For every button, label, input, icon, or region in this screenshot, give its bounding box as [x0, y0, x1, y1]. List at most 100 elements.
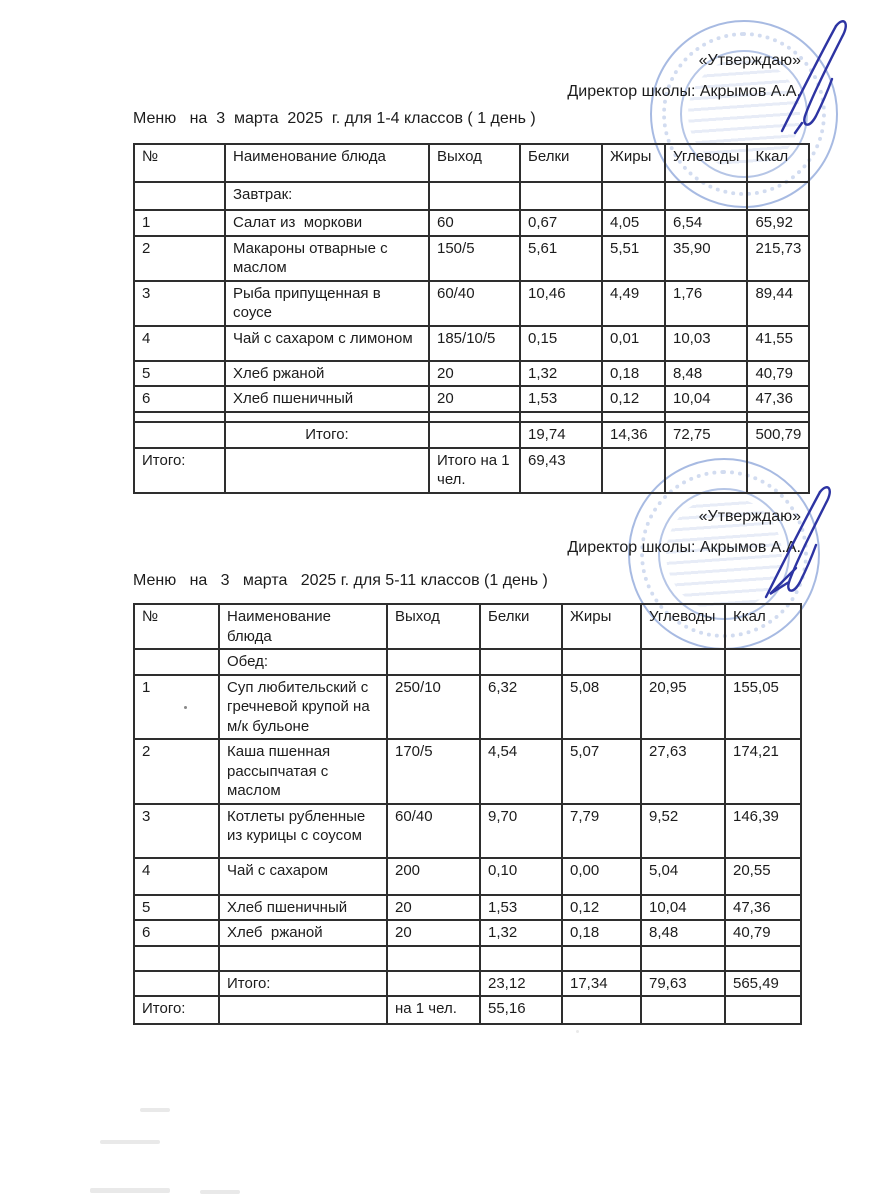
table-cell	[724, 995, 802, 1025]
table-cell: 60/40	[386, 802, 481, 859]
table-cell	[601, 410, 666, 423]
table-cell: Хлеб пшеничный	[218, 893, 388, 921]
table-cell: 0,12	[601, 385, 666, 413]
table-cell: 0,01	[601, 324, 666, 362]
table-row	[133, 944, 802, 972]
table-row: 4 Чай с сахаром 200 0,10 0,00 5,04 20,55	[133, 856, 802, 896]
scan-noise	[140, 1108, 170, 1112]
table-row: Итого: 19,74 14,36 72,75 500,79	[133, 420, 811, 449]
table-cell: 40,79	[746, 359, 811, 387]
table-row: Итого: 23,12 17,34 79,63 565,49	[133, 969, 802, 997]
table-cell	[386, 969, 481, 997]
table-row: Завтрак:	[133, 181, 811, 211]
table-cell: Рыба припущенная в соусе	[224, 279, 430, 327]
table-cell: 79,63	[640, 969, 726, 997]
table-cell: 9,70	[479, 802, 563, 859]
table-cell: 1,53	[519, 385, 603, 413]
table-cell	[386, 648, 481, 676]
table-cell: 146,39	[724, 802, 802, 859]
table-cell	[746, 181, 811, 211]
column-header: Углеводы	[663, 143, 749, 183]
table-cell: Каша пшенная рассыпчатая с маслом	[218, 738, 388, 805]
column-header: Углеводы	[640, 603, 726, 650]
table-cell	[133, 410, 226, 423]
table-cell: Итого:	[224, 420, 430, 449]
table-cell: 20	[428, 385, 521, 413]
table-cell: 10,03	[663, 324, 749, 362]
table-cell	[640, 648, 726, 676]
table-cell	[519, 181, 603, 211]
table-cell: 55,16	[479, 995, 563, 1025]
table-cell: 2	[133, 738, 220, 805]
table-row: 4 Чай с сахаром с лимоном 185/10/5 0,15 0,01…	[133, 324, 811, 362]
menu-title-grades-1-4: Меню на 3 марта 2025 г. для 1-4 классов …	[133, 110, 536, 127]
director-line: Директор школы: Акрымов А.А.	[567, 83, 801, 100]
table-cell: 0,18	[601, 359, 666, 387]
table-cell: 41,55	[746, 324, 811, 362]
table-cell	[663, 446, 749, 494]
table-cell: 17,34	[561, 969, 642, 997]
table-cell: 3	[133, 802, 220, 859]
table-cell: 47,36	[724, 893, 802, 921]
table-cell: 5	[133, 359, 226, 387]
director-line: Директор школы: Акрымов А.А.	[567, 539, 801, 556]
table-cell: Хлеб ржаной	[218, 919, 388, 947]
table-cell: Итого:	[133, 995, 220, 1025]
table-cell: 10,46	[519, 279, 603, 327]
approval-block-bottom: «Утверждаю» Директор школы: Акрымов А.А.	[567, 508, 801, 557]
scan-noise	[100, 1140, 160, 1144]
table-cell: Обед:	[218, 648, 388, 676]
table-cell	[561, 944, 642, 972]
table-cell	[133, 420, 226, 449]
column-header: Выход	[428, 143, 521, 183]
table-cell: 14,36	[601, 420, 666, 449]
table-cell: Итого:	[218, 969, 388, 997]
approve-label: «Утверждаю»	[698, 508, 801, 525]
table-row: 3 Котлеты рубленные из курицы с соусом 60/…	[133, 802, 802, 859]
table-cell: 10,04	[663, 385, 749, 413]
table-cell: Итого:	[133, 446, 226, 494]
table-cell: 150/5	[428, 234, 521, 282]
table-cell: 5,08	[561, 673, 642, 740]
table-cell: 0,15	[519, 324, 603, 362]
table-cell: 200	[386, 856, 481, 896]
table-cell	[133, 648, 220, 676]
table-cell: 1	[133, 209, 226, 237]
scan-noise	[576, 1030, 579, 1033]
table-cell	[519, 410, 603, 423]
table-cell: 20	[386, 919, 481, 947]
table-cell: 40,79	[724, 919, 802, 947]
table-row: 5 Хлеб пшеничный 20 1,53 0,12 10,04 47,36	[133, 893, 802, 921]
table-cell	[133, 944, 220, 972]
director-signature	[780, 20, 847, 135]
table-cell	[224, 446, 430, 494]
column-header: Белки	[479, 603, 563, 650]
table-cell: 19,74	[519, 420, 603, 449]
table-cell	[133, 969, 220, 997]
table-row: 2 Каша пшенная рассыпчатая с маслом 170/5 4…	[133, 738, 802, 805]
table-cell: 1,32	[519, 359, 603, 387]
column-header: Жиры	[601, 143, 666, 183]
table-row: 3 Рыба припущенная в соусе 60/40 10,46 4,49 1…	[133, 279, 811, 327]
column-header: Ккал	[746, 143, 811, 183]
column-header: Наименование блюда	[224, 143, 430, 183]
table-cell: 4	[133, 324, 226, 362]
table-cell: Котлеты рубленные из курицы с соусом	[218, 802, 388, 859]
table-cell: 20,95	[640, 673, 726, 740]
table-cell: 6,54	[663, 209, 749, 237]
table-cell: 565,49	[724, 969, 802, 997]
table-cell: 72,75	[663, 420, 749, 449]
table-cell: 1	[133, 673, 220, 740]
table-cell: на 1 чел.	[386, 995, 481, 1025]
table-cell: 0,10	[479, 856, 563, 896]
table-row: 2 Макароны отварные с маслом 150/5 5,61 5,51…	[133, 234, 811, 282]
column-header: Белки	[519, 143, 603, 183]
table-cell: 27,63	[640, 738, 726, 805]
table-cell: Хлеб ржаной	[224, 359, 430, 387]
table-cell: 1,53	[479, 893, 563, 921]
table-cell: 6	[133, 385, 226, 413]
table-cell: 9,52	[640, 802, 726, 859]
table-cell	[428, 420, 521, 449]
table-row: Итого: Итого на 1 чел. 69,43	[133, 446, 811, 494]
